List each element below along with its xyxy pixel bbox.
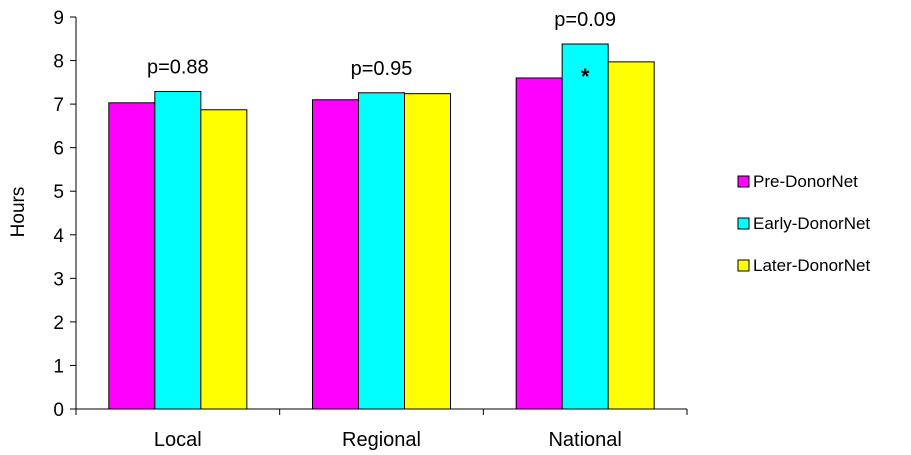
- y-tick-label: 8: [53, 52, 64, 73]
- plot-area: 0 1 2 3 4 5 6 7 8 9 Local p=0.88 Regional p=0.95 * Nati…: [53, 8, 688, 451]
- y-tick-label: 5: [53, 182, 64, 203]
- legend-label: Early-DonorNet: [753, 214, 870, 233]
- bar-early-donornet-regional: [358, 92, 405, 410]
- y-tick-label: 1: [53, 356, 64, 377]
- legend-swatch: [737, 217, 750, 230]
- bar-early-donornet-local: [154, 90, 202, 410]
- category-label: National: [548, 429, 621, 451]
- bar-early-donornet-national: [561, 43, 609, 410]
- y-tick-label: 2: [53, 313, 64, 334]
- bar-pre-donornet-local: [108, 102, 156, 410]
- p-value-label: p=0.88: [147, 56, 209, 78]
- bar-pre-donornet-national: [515, 77, 563, 410]
- legend-label: Pre-DonorNet: [753, 172, 858, 191]
- y-tick-label: 9: [53, 8, 64, 29]
- significance-marker: *: [581, 64, 590, 89]
- bar-later-donornet-regional: [404, 93, 451, 410]
- y-tick-label: 3: [53, 269, 64, 290]
- bar-later-donornet-local: [200, 109, 248, 410]
- p-value-label: p=0.09: [554, 9, 616, 31]
- bar-later-donornet-national: [607, 61, 655, 410]
- legend-swatch: [737, 259, 750, 272]
- y-tick-label: 4: [53, 226, 64, 247]
- legend: Pre-DonorNet Early-DonorNet Later-DonorNet: [737, 172, 870, 275]
- bar-pre-donornet-regional: [312, 99, 359, 410]
- legend-label: Later-DonorNet: [753, 256, 870, 275]
- legend-swatch: [737, 175, 750, 188]
- y-tick-label: 7: [53, 95, 64, 116]
- y-tick-label: 0: [53, 400, 64, 421]
- category-label: Local: [154, 429, 202, 451]
- category-label: Regional: [342, 429, 421, 451]
- y-tick-label: 6: [53, 139, 64, 160]
- p-value-label: p=0.95: [351, 58, 413, 80]
- y-axis-title: Hours: [8, 187, 29, 238]
